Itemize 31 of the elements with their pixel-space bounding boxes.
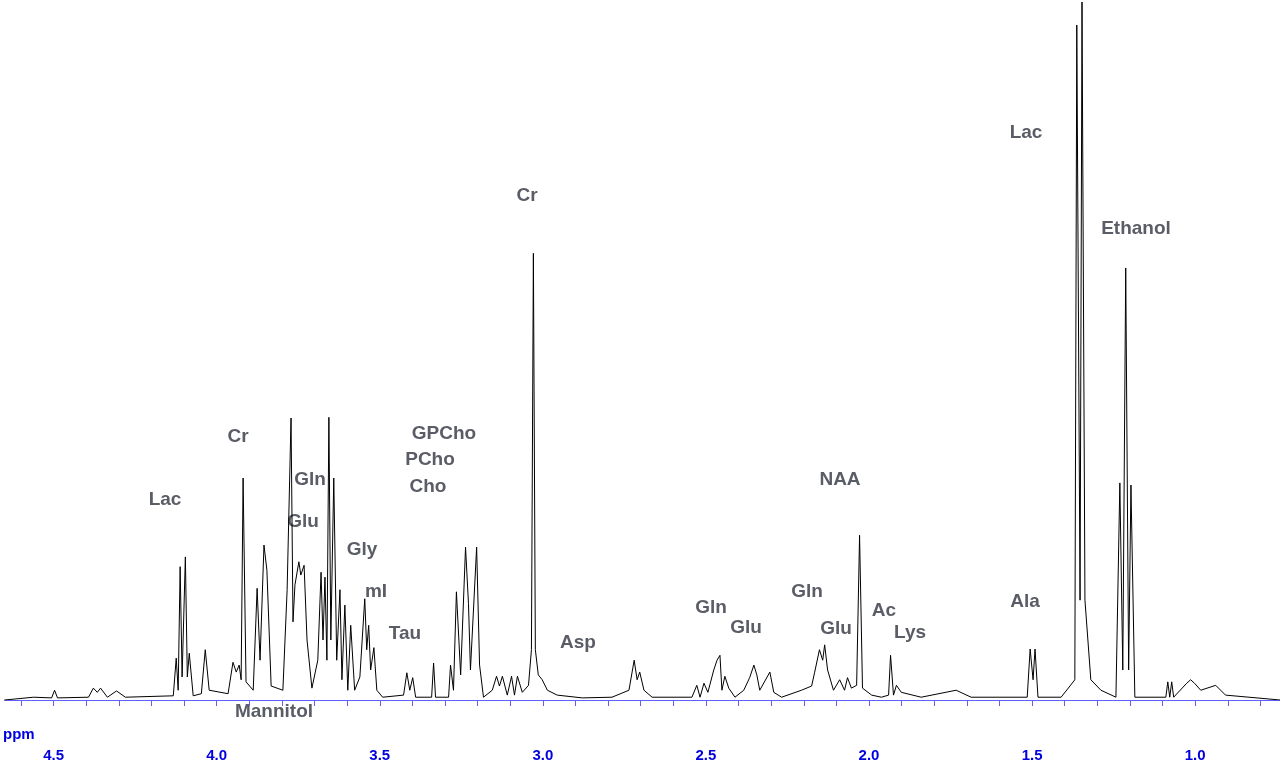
x-tick-label: 4.5 [43,746,65,763]
x-tick-label: 2.0 [858,746,880,763]
annotation: Mannitol [234,699,314,721]
x-tick-label: 2.5 [695,746,717,763]
annotation: Gln [294,467,326,489]
annotation: mI [364,579,388,601]
x-tick-label: 1.0 [1184,746,1206,763]
annotation: Ethanol [1101,216,1171,238]
annotation: Cr [227,424,250,446]
annotation: Gln [791,579,823,601]
annotation: NAA [819,467,861,489]
x-tick-label: 4.0 [206,746,228,763]
annotation: Cr [516,183,539,205]
annotation: Gly [346,537,378,559]
annotation: Lac [1009,120,1043,142]
annotation: Lac [148,487,182,509]
x-tick-label: 3.5 [369,746,391,763]
annotation: Asp [560,630,596,652]
x-axis-title: ppm [2,725,35,742]
annotation: Cho [409,474,447,496]
annotation: Ac [871,598,897,620]
annotation: Tau [388,621,422,643]
x-tick-label: 1.5 [1021,746,1043,763]
annotation: Gln [695,595,727,617]
annotation: Lys [893,620,927,642]
annotation: PCho [405,447,455,469]
annotation: Glu [730,615,762,637]
x-tick-label: 3.0 [532,746,554,763]
annotation: Glu [820,616,852,638]
annotation: Ala [1010,589,1041,611]
annotation: GPCho [411,421,477,443]
